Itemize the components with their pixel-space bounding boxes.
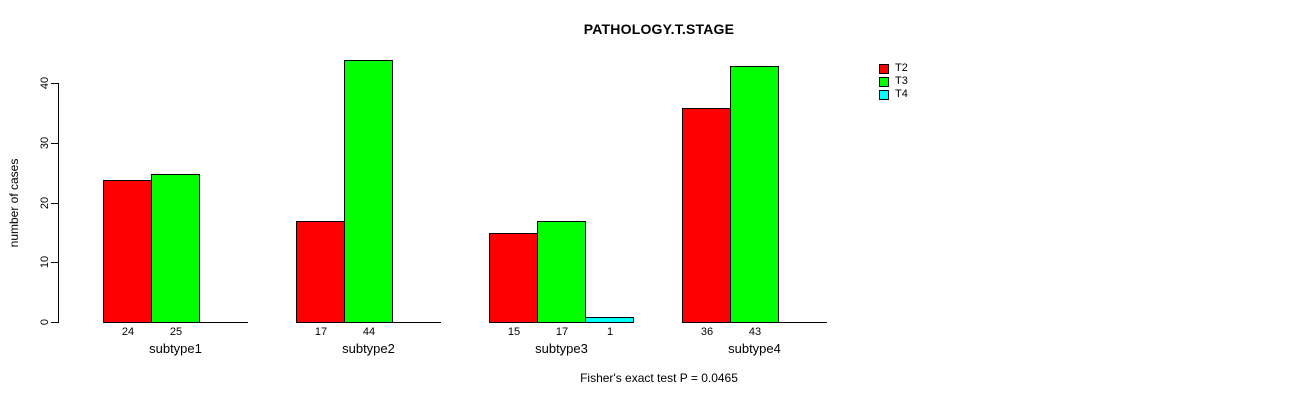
- legend-label: T3: [895, 75, 908, 87]
- bar-t3-subtype3: [537, 221, 586, 323]
- legend-swatch-t2: [879, 63, 889, 74]
- legend-label: T4: [895, 88, 908, 100]
- y-axis-line: [58, 83, 59, 323]
- bar-t3-subtype2: [344, 60, 393, 323]
- bar-value-label: 17: [314, 326, 328, 338]
- bar-t3-subtype4: [730, 66, 779, 323]
- legend: T2 T3 T4: [879, 63, 908, 100]
- legend-swatch-t4: [879, 89, 889, 100]
- y-axis-tick: [51, 83, 58, 84]
- bar-value-label: 15: [507, 326, 521, 338]
- bar-value-label: 25: [169, 326, 183, 338]
- y-axis-tick-label: 10: [39, 256, 51, 269]
- bar-t4-subtype3: [585, 317, 634, 323]
- y-axis-tick-label: 30: [39, 136, 51, 149]
- fisher-test-annotation: Fisher's exact test P = 0.0465: [580, 371, 738, 385]
- y-axis-tick: [51, 142, 58, 144]
- legend-entry-t4: T4: [879, 89, 908, 100]
- y-axis-tick: [51, 322, 58, 323]
- y-axis-label: number of cases: [7, 158, 21, 248]
- bar-value-label: 36: [700, 326, 714, 338]
- bar-t2-subtype3: [489, 233, 538, 323]
- category-label-subtype1: subtype1: [149, 341, 202, 356]
- legend-entry-t2: T2: [879, 63, 908, 74]
- legend-entry-t3: T3: [879, 76, 908, 87]
- bar-value-label: 17: [555, 326, 569, 338]
- y-axis-tick-label: 0: [39, 318, 51, 326]
- bar-value-label: 43: [748, 326, 762, 338]
- bar-t2-subtype2: [296, 221, 345, 323]
- y-axis-tick-label: 40: [39, 76, 51, 90]
- y-axis-tick: [51, 262, 58, 264]
- category-label-subtype4: subtype4: [728, 341, 781, 356]
- legend-label: T2: [895, 62, 908, 74]
- bar-value-label: 44: [362, 326, 376, 338]
- bar-t3-subtype1: [151, 174, 200, 323]
- category-label-subtype2: subtype2: [342, 341, 395, 356]
- chart-title: PATHOLOGY.T.STAGE: [583, 21, 735, 37]
- bar-value-label: 1: [606, 326, 614, 338]
- y-axis-tick: [51, 202, 58, 204]
- bar-t2-subtype1: [103, 180, 152, 323]
- bar-t2-subtype4: [682, 108, 731, 323]
- y-axis-tick-label: 20: [39, 196, 51, 209]
- category-label-subtype3: subtype3: [535, 341, 588, 356]
- bar-value-label: 24: [121, 326, 135, 338]
- legend-swatch-t3: [879, 76, 889, 87]
